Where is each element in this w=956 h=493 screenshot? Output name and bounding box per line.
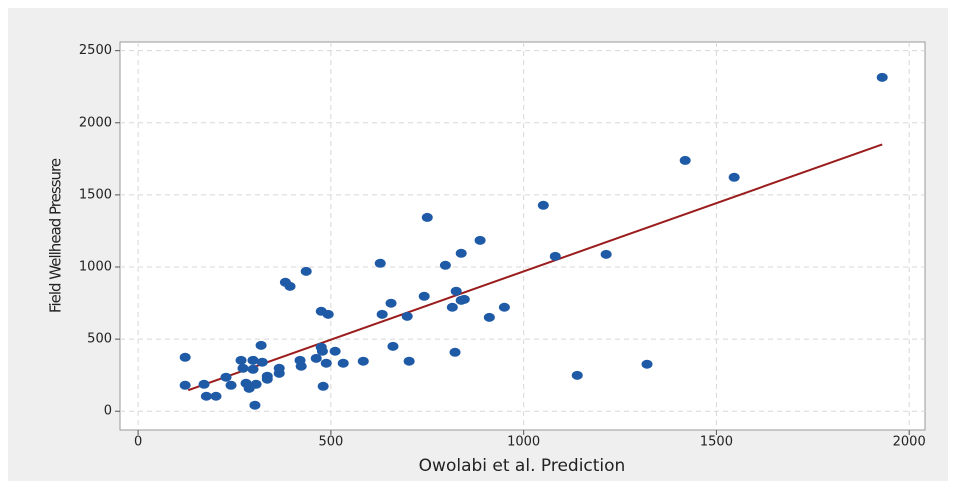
data-point xyxy=(198,379,210,389)
data-point xyxy=(337,358,349,368)
data-point xyxy=(401,311,413,321)
y-tick-label: 2000 xyxy=(79,115,112,130)
data-point xyxy=(679,155,691,165)
x-tick-label: 500 xyxy=(318,435,343,450)
data-point xyxy=(320,358,332,368)
data-point xyxy=(483,312,495,322)
data-point xyxy=(310,353,322,363)
data-point xyxy=(374,258,386,268)
data-point xyxy=(317,381,329,391)
data-point xyxy=(220,372,232,382)
data-point xyxy=(357,356,369,366)
data-point xyxy=(446,302,458,312)
data-point xyxy=(458,294,470,304)
data-point xyxy=(329,346,341,356)
data-point xyxy=(600,249,612,259)
data-point xyxy=(210,391,222,401)
y-tick-label: 2500 xyxy=(79,43,112,58)
data-point xyxy=(498,302,510,312)
data-point xyxy=(255,340,267,350)
data-point xyxy=(571,370,583,380)
data-point xyxy=(641,359,653,369)
data-point xyxy=(876,72,888,82)
x-tick-label: 2000 xyxy=(893,435,926,450)
data-point xyxy=(549,251,561,261)
data-point xyxy=(284,281,296,291)
data-point xyxy=(376,309,388,319)
x-tick-label: 1000 xyxy=(507,435,540,450)
data-point xyxy=(225,380,237,390)
data-point xyxy=(439,260,451,270)
data-point xyxy=(250,379,262,389)
x-tick-label: 1500 xyxy=(700,435,733,450)
y-tick-label: 0 xyxy=(104,404,112,419)
data-point xyxy=(237,363,249,373)
data-point xyxy=(247,355,259,365)
data-point xyxy=(474,235,486,245)
data-point xyxy=(256,357,268,367)
data-point xyxy=(295,361,307,371)
data-point xyxy=(537,200,549,210)
x-axis-label: Owolabi et al. Prediction xyxy=(419,456,626,476)
data-point xyxy=(385,298,397,308)
data-point xyxy=(235,355,247,365)
y-axis-label: Field Wellhead Pressure xyxy=(47,158,65,313)
data-point xyxy=(316,346,328,356)
data-point xyxy=(249,400,261,410)
data-point xyxy=(179,352,191,362)
data-point xyxy=(418,291,430,301)
data-point xyxy=(728,172,740,182)
fit-line xyxy=(187,143,883,392)
data-point xyxy=(300,266,312,276)
data-point xyxy=(200,391,212,401)
data-point xyxy=(273,368,285,378)
y-tick-label: 500 xyxy=(87,332,112,347)
data-point xyxy=(449,347,461,357)
data-point xyxy=(179,380,191,390)
data-point xyxy=(450,286,462,296)
data-point xyxy=(247,364,259,374)
data-point xyxy=(455,248,467,258)
x-tick-label: 0 xyxy=(134,435,142,450)
data-point xyxy=(261,374,273,384)
data-point xyxy=(387,341,399,351)
y-tick-label: 1000 xyxy=(79,260,112,275)
data-point xyxy=(403,356,415,366)
data-point xyxy=(421,212,433,222)
data-point xyxy=(322,309,334,319)
y-tick-label: 1500 xyxy=(79,187,112,202)
